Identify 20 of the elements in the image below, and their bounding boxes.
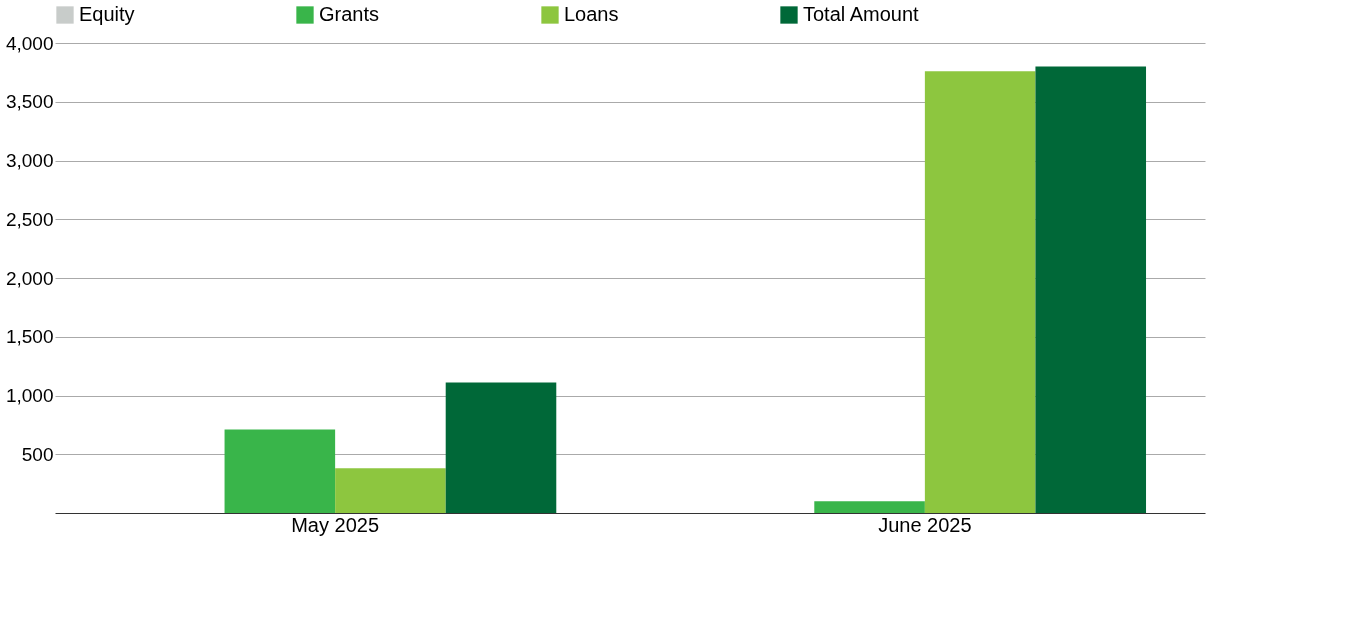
y-tick-label: 3,500 — [5, 91, 54, 113]
y-tick-label: 500 — [21, 443, 54, 465]
y-tick-label: 1,000 — [5, 385, 54, 406]
bar — [335, 468, 446, 513]
y-tick-label: 1,500 — [5, 326, 54, 348]
y-tick-label: 3,000 — [5, 150, 54, 171]
bar — [924, 71, 1036, 513]
legend-label: Equity — [79, 3, 135, 25]
legend-label: Grants — [319, 3, 380, 25]
y-tick-label: 2,000 — [5, 267, 54, 289]
legend-label: Total Amount — [803, 3, 920, 25]
bar — [445, 382, 557, 513]
bar — [1035, 66, 1147, 513]
bar — [224, 429, 336, 513]
legend-label: Loans — [564, 3, 619, 25]
x-tick-label: May 2025 — [291, 513, 380, 536]
y-tick-label: 4,000 — [5, 32, 54, 54]
bar — [814, 501, 925, 513]
y-tick-label: 2,500 — [5, 208, 54, 230]
x-tick-label: June 2025 — [878, 513, 972, 536]
